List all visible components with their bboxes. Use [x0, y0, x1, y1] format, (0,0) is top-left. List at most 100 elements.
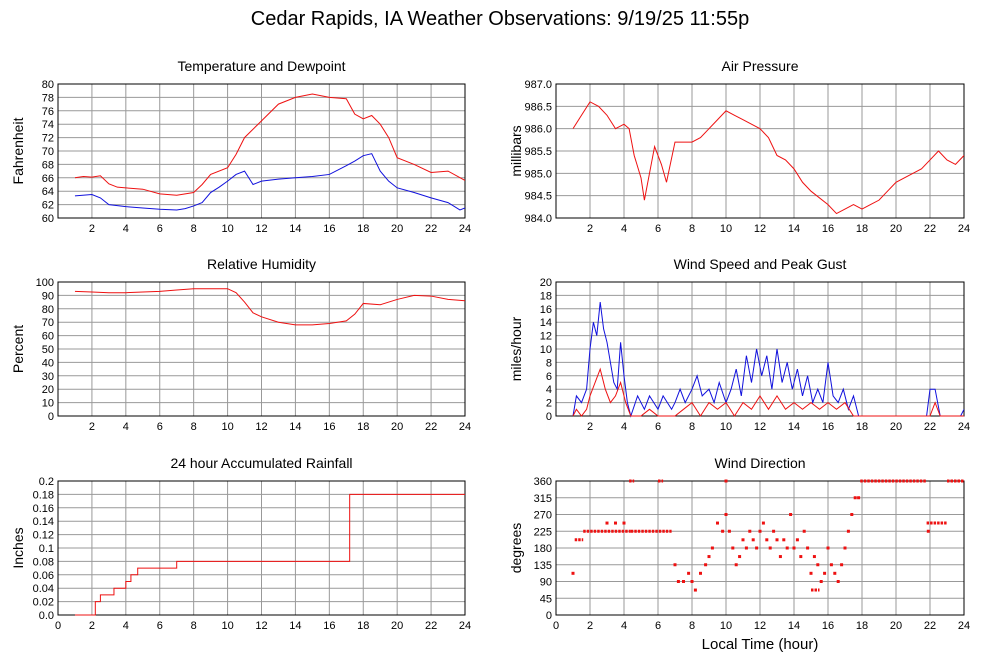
rain-ytick-label: 0.1	[39, 543, 54, 555]
temp-xtick-label: 8	[191, 223, 197, 235]
rain-xtick-label: 0	[55, 620, 61, 632]
rain-ytick-label: 0.08	[33, 556, 54, 568]
temp-ytick-label: 60	[42, 213, 54, 225]
rain-xtick-label: 20	[391, 620, 403, 632]
direction-xtick-label: 18	[856, 620, 868, 632]
direction-point	[731, 546, 735, 550]
rain-ytick-label: 0.06	[33, 570, 54, 582]
humidity-ytick-label: 30	[42, 371, 54, 383]
direction-point	[829, 563, 833, 567]
pressure-xtick-label: 18	[856, 223, 868, 235]
direction-point	[748, 529, 752, 533]
pressure-xtick-label: 16	[822, 223, 834, 235]
direction-point	[605, 521, 609, 525]
wind-xtick-label: 20	[890, 421, 902, 433]
direction-point	[853, 496, 857, 500]
temp-ytick-label: 74	[42, 119, 54, 131]
direction-xtick-label: 24	[958, 620, 970, 632]
wind-ytick-label: 10	[540, 344, 552, 356]
temp-ytick-label: 68	[42, 159, 54, 171]
direction-point	[676, 580, 680, 583]
direction-ytick-label: 270	[534, 510, 552, 522]
direction-point	[789, 513, 793, 516]
pressure-ytick-label: 986.5	[524, 101, 552, 113]
humidity-xtick-label: 22	[425, 421, 437, 433]
direction-point	[738, 555, 742, 559]
wind-ytick-label: 16	[540, 304, 552, 316]
pressure-xtick-label: 4	[621, 223, 627, 235]
wind-ytick-label: 18	[540, 290, 552, 302]
pressure-ytick-label: 984.0	[524, 213, 552, 225]
wind-ytick-label: 0	[546, 411, 552, 423]
direction-point	[734, 563, 738, 567]
wind-xtick-label: 16	[822, 421, 834, 433]
rain-xtick-label: 4	[123, 620, 129, 632]
temp-xtick-label: 14	[289, 223, 301, 235]
wind-xtick-label: 22	[924, 421, 936, 433]
wind-xtick-label: 18	[856, 421, 868, 433]
pressure-xtick-label: 20	[890, 223, 902, 235]
wind-series-blue-line	[572, 302, 964, 418]
temp-xtick-label: 4	[123, 223, 129, 235]
direction-ytick-label: 360	[534, 476, 552, 488]
wind-ytick-label: 8	[546, 357, 552, 369]
temp-xtick-label: 24	[459, 223, 471, 235]
rain-xtick-label: 12	[255, 620, 267, 632]
direction-point	[699, 571, 702, 575]
humidity-xtick-label: 16	[323, 421, 335, 433]
direction-xtick-label: 8	[689, 620, 695, 632]
temp-ytick-label: 78	[42, 92, 54, 104]
rain-ytick-label: 0.0	[39, 610, 54, 622]
humidity-xtick-label: 24	[459, 421, 471, 433]
pressure-ytick-label: 987.0	[524, 79, 552, 91]
direction-point	[792, 546, 796, 550]
wind-ytick-label: 12	[540, 331, 552, 343]
rain-xtick-label: 24	[459, 620, 471, 632]
direction-xtick-label: 6	[655, 620, 661, 632]
rain-xtick-label: 14	[289, 620, 301, 632]
humidity-ylabel: Percent	[10, 325, 26, 373]
humidity-xtick-label: 18	[357, 421, 369, 433]
direction-xtick-label: 4	[621, 620, 627, 632]
direction-point	[755, 546, 759, 550]
humidity-xtick-label: 8	[191, 421, 197, 433]
pressure-ytick-label: 984.5	[524, 191, 552, 203]
direction-xtick-label: 12	[754, 620, 766, 632]
direction-point	[826, 546, 830, 550]
direction-ytick-label: 45	[540, 593, 552, 605]
direction-point	[833, 571, 837, 575]
humidity-ytick-label: 60	[42, 331, 54, 343]
direction-ytick-label: 225	[534, 526, 552, 538]
rain-xtick-label: 2	[89, 620, 95, 632]
temp-xtick-label: 6	[157, 223, 163, 235]
direction-point	[571, 571, 575, 575]
temp-xtick-label: 2	[89, 223, 95, 235]
direction-ytick-label: 90	[540, 577, 552, 589]
direction-point	[724, 479, 728, 483]
humidity-xtick-label: 14	[289, 421, 301, 433]
direction-point	[768, 546, 772, 550]
direction-point	[693, 588, 697, 592]
temp-xtick-label: 12	[255, 223, 267, 235]
direction-point	[765, 538, 769, 542]
direction-point	[795, 538, 799, 542]
direction-point	[622, 521, 626, 525]
wind-ytick-label: 4	[546, 384, 552, 396]
direction-point	[727, 529, 731, 533]
wind-ytick-label: 14	[540, 317, 552, 329]
rain-ylabel: Inches	[10, 527, 26, 568]
temp-ytick-label: 64	[42, 186, 54, 198]
wind-ylabel: miles/hour	[508, 316, 524, 381]
humidity-ytick-label: 50	[42, 344, 54, 356]
temp-xtick-label: 10	[221, 223, 233, 235]
wind-xtick-label: 6	[655, 421, 661, 433]
rain-ytick-label: 0.04	[33, 583, 54, 595]
humidity-ytick-label: 90	[42, 290, 54, 302]
rain-ytick-label: 0.14	[33, 516, 54, 528]
wind-ytick-label: 6	[546, 371, 552, 383]
direction-ytick-label: 0	[546, 610, 552, 622]
direction-xtick-label: 2	[587, 620, 593, 632]
